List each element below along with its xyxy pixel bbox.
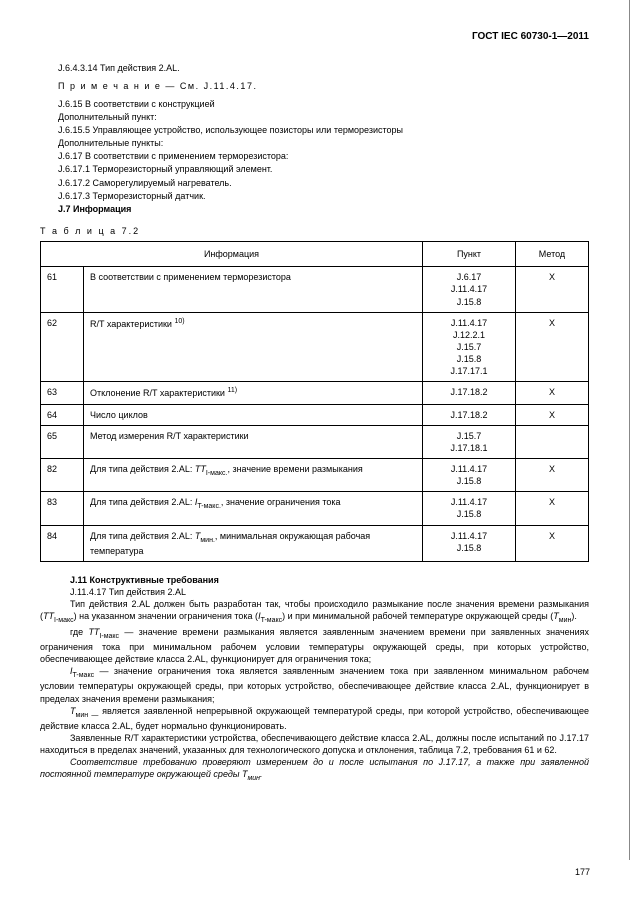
col-method: Метод: [516, 242, 589, 267]
section-title: J.11 Конструктивные требования: [70, 574, 589, 586]
cell-info: Для типа действия 2.AL: TTI-макс., значе…: [84, 459, 423, 492]
cell-num: 82: [41, 459, 84, 492]
page-number: 177: [0, 866, 630, 878]
cell-num: 64: [41, 404, 84, 425]
table-row: 82Для типа действия 2.AL: TTI-макс., зна…: [41, 459, 589, 492]
text-line: J.6.15 В соответствии с конструкцией: [58, 98, 589, 110]
paragraph: J.11.4.17 Тип действия 2.AL: [40, 586, 589, 598]
paragraph: IT-макс — значение ограничения тока явля…: [40, 665, 589, 705]
cell-point: J.11.4.17J.15.8: [423, 459, 516, 492]
cell-method: X: [516, 404, 589, 425]
cell-method: X: [516, 267, 589, 312]
cell-info: Метод измерения R/T характеристики: [84, 425, 423, 458]
table-row: 65Метод измерения R/T характеристикиJ.15…: [41, 425, 589, 458]
table-row: 64Число цикловJ.17.18.2X: [41, 404, 589, 425]
text-line: J.7 Информация: [58, 203, 589, 215]
table-row: 62R/T характеристики 10)J.11.4.17J.12.2.…: [41, 312, 589, 382]
table-row: 84Для типа действия 2.AL: Tмин., минимал…: [41, 525, 589, 561]
text-line: Дополнительные пункты:: [58, 137, 589, 149]
paragraph: Тип действия 2.AL должен быть разработан…: [40, 598, 589, 625]
cell-info: Число циклов: [84, 404, 423, 425]
cell-num: 63: [41, 382, 84, 404]
cell-method: X: [516, 492, 589, 525]
post-text-block: J.11.4.17 Тип действия 2.ALТип действия …: [40, 586, 589, 784]
table-row: 61В соответствии с применением терморези…: [41, 267, 589, 312]
cell-method: X: [516, 525, 589, 561]
document-header: ГОСТ IEC 60730-1—2011: [40, 30, 589, 44]
paragraph: Соответствие требованию проверяют измере…: [40, 756, 589, 783]
cell-num: 83: [41, 492, 84, 525]
cell-num: 84: [41, 525, 84, 561]
cell-method: X: [516, 382, 589, 404]
text-line: J.6.17 В соответствии с применением терм…: [58, 150, 589, 162]
cell-info: Для типа действия 2.AL: IT-макс., значен…: [84, 492, 423, 525]
paragraph: где TTI-макс — значение времени размыкан…: [40, 626, 589, 666]
cell-info: Для типа действия 2.AL: Tмин., минимальн…: [84, 525, 423, 561]
col-point: Пункт: [423, 242, 516, 267]
cell-point: J.11.4.17J.15.8: [423, 525, 516, 561]
cell-info: Отклонение R/T характеристики 11): [84, 382, 423, 404]
cell-num: 61: [41, 267, 84, 312]
text-line: J.6.15.5 Управляющее устройство, использ…: [58, 124, 589, 136]
cell-method: X: [516, 312, 589, 382]
cell-info: В соответствии с применением терморезист…: [84, 267, 423, 312]
cell-num: 65: [41, 425, 84, 458]
cell-point: J.17.18.2: [423, 404, 516, 425]
col-info: Информация: [41, 242, 423, 267]
text-line: Дополнительный пункт:: [58, 111, 589, 123]
table-7-2: Информация Пункт Метод 61В соответствии …: [40, 241, 589, 562]
cell-point: J.17.18.2: [423, 382, 516, 404]
text-line: J.6.17.2 Саморегулируемый нагреватель.: [58, 177, 589, 189]
cell-info: R/T характеристики 10): [84, 312, 423, 382]
text-line: J.6.17.1 Терморезисторный управляющий эл…: [58, 163, 589, 175]
cell-point: J.11.4.17J.12.2.1J.15.7J.15.8J.17.17.1: [423, 312, 516, 382]
cell-point: J.6.17J.11.4.17J.15.8: [423, 267, 516, 312]
paragraph: Заявленные R/T характеристики устройства…: [40, 732, 589, 756]
paragraph: Tмин — является заявленной непрерывной о…: [40, 705, 589, 732]
text-line: J.6.17.3 Терморезисторный датчик.: [58, 190, 589, 202]
cell-method: [516, 425, 589, 458]
cell-point: J.11.4.17J.15.8: [423, 492, 516, 525]
table-row: 83Для типа действия 2.AL: IT-макс., знач…: [41, 492, 589, 525]
cell-num: 62: [41, 312, 84, 382]
text-line: П р и м е ч а н и е — См. J.11.4.17.: [58, 80, 589, 92]
table-caption: Т а б л и ц а 7.2: [40, 225, 589, 237]
cell-method: X: [516, 459, 589, 492]
cell-point: J.15.7J.17.18.1: [423, 425, 516, 458]
pre-text-block: J.6.4.3.14 Тип действия 2.AL. П р и м е ч…: [40, 62, 589, 216]
text-line: J.6.4.3.14 Тип действия 2.AL.: [58, 62, 589, 74]
table-row: 63Отклонение R/T характеристики 11)J.17.…: [41, 382, 589, 404]
